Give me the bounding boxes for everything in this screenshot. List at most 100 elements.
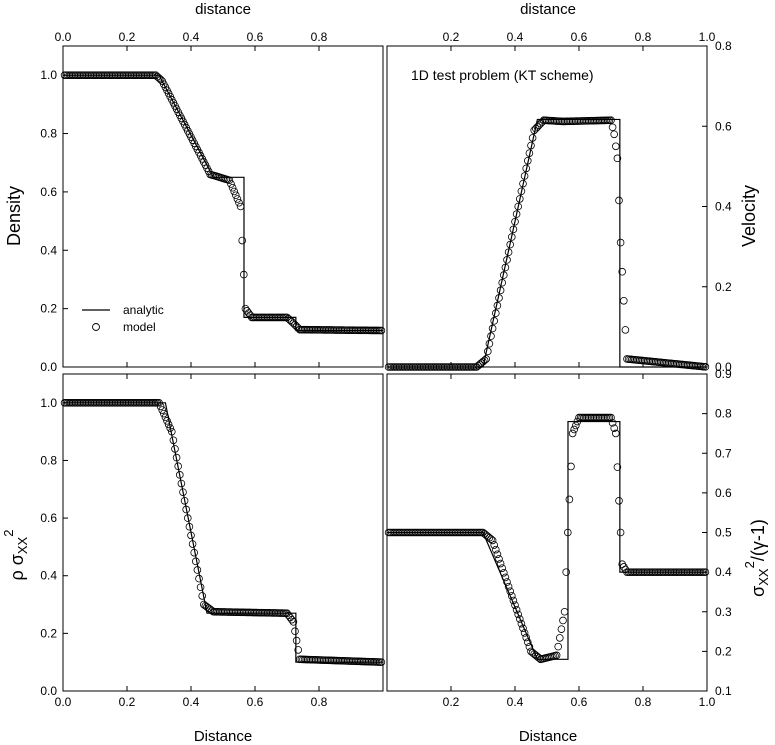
- model-point: [560, 607, 569, 616]
- top-right-panel-frame: [386, 45, 708, 368]
- legend-label-model: model: [123, 320, 156, 334]
- analytic-line: [387, 118, 707, 368]
- model-point: [701, 363, 710, 371]
- model-point: [198, 592, 207, 600]
- y-tick-label: 1.0: [40, 68, 57, 82]
- model-point: [616, 528, 625, 537]
- y-tick-label: 0.2: [40, 626, 57, 640]
- model-point: [568, 429, 577, 438]
- model-point: [514, 202, 522, 211]
- legend-label-analytic: analytic: [123, 303, 164, 317]
- model-point: [163, 417, 171, 425]
- model-point: [161, 413, 170, 422]
- model-point: [172, 453, 181, 462]
- model-point: [608, 123, 617, 132]
- y-tick-label: 0.6: [40, 511, 57, 525]
- model-point: [559, 616, 567, 625]
- y-tick-label: 0.8: [715, 407, 732, 421]
- model-point: [501, 263, 510, 272]
- model-point: [555, 634, 564, 642]
- model-point: [615, 196, 623, 205]
- model-point: [701, 568, 710, 576]
- y-tick-label: 0.8: [715, 39, 732, 53]
- y-tick-label: 0.2: [715, 280, 732, 294]
- model-point: [490, 541, 499, 549]
- y-tick-label: 0.2: [40, 302, 57, 316]
- model-point: [511, 601, 519, 609]
- density-axis-title: Density: [4, 186, 24, 246]
- x-tick-label: 0.0: [55, 30, 72, 44]
- model-point: [506, 587, 515, 596]
- model-point: [519, 179, 527, 188]
- x-tick-label: 0.2: [443, 30, 460, 44]
- model-point: [238, 236, 247, 245]
- x-tick-label: 0.8: [311, 30, 328, 44]
- model-point: [562, 568, 570, 576]
- model-point: [488, 536, 497, 545]
- model-point: [164, 420, 173, 429]
- analytic-line: [63, 74, 383, 332]
- x-tick-label: 0.6: [571, 695, 588, 709]
- y-tick-label: 0.0: [40, 684, 57, 698]
- y-tick-label: 0.4: [715, 565, 732, 579]
- x-tick-label: 0.6: [247, 30, 264, 44]
- model-point: [520, 629, 529, 637]
- model-point: [525, 149, 534, 157]
- x-tick-label: 1.0: [699, 695, 716, 709]
- model-point: [504, 248, 513, 257]
- model-point: [554, 642, 562, 651]
- legend-circle-swatch: [92, 323, 100, 331]
- x-tick-label: 0.6: [247, 695, 264, 709]
- model-point: [487, 535, 495, 543]
- y-tick-label: 0.4: [40, 569, 57, 583]
- x-tick-label: 0.0: [55, 695, 72, 709]
- model-point: [517, 187, 526, 196]
- model-point: [565, 495, 574, 504]
- model-point: [236, 202, 245, 211]
- x-tick-label: 0.4: [507, 695, 524, 709]
- model-point: [618, 267, 626, 276]
- x-tick-label: 0.4: [183, 30, 200, 44]
- model-point: [610, 130, 618, 139]
- model-point: [571, 421, 580, 430]
- bottom-right-x-label: Distance: [519, 728, 577, 745]
- model-point: [188, 540, 197, 548]
- y-tick-label: 0.6: [40, 185, 57, 199]
- model-point: [491, 309, 500, 318]
- model-point: [613, 463, 622, 471]
- x-tick-label: 0.4: [183, 695, 200, 709]
- model-point: [195, 574, 203, 583]
- model-point: [493, 550, 502, 559]
- model-point: [171, 445, 179, 453]
- y-tick-label: 0.4: [715, 200, 732, 214]
- model-point: [289, 618, 298, 626]
- model-point: [522, 164, 530, 173]
- model-point: [563, 528, 572, 537]
- model-point: [196, 583, 205, 592]
- model-point: [179, 488, 187, 496]
- model-point: [523, 638, 532, 646]
- model-point: [611, 142, 620, 151]
- panel-annotation: 1D test problem (KT scheme): [411, 67, 594, 83]
- model-point: [160, 409, 168, 418]
- legend: analytic model: [82, 303, 164, 334]
- model-point: [228, 183, 237, 192]
- model-point: [498, 278, 507, 287]
- model-point: [611, 429, 620, 438]
- model-point: [292, 636, 301, 645]
- x-tick-label: 0.2: [119, 30, 136, 44]
- model-point: [570, 425, 578, 434]
- model-point: [168, 427, 176, 436]
- x-tick-label: 0.6: [571, 30, 588, 44]
- model-point: [503, 578, 511, 586]
- x-tick-label: 0.8: [311, 695, 328, 709]
- model-point: [517, 619, 526, 628]
- model-point: [512, 605, 521, 614]
- model-point: [506, 240, 515, 249]
- y-tick-label: 0.6: [715, 486, 732, 500]
- model-point: [225, 176, 234, 185]
- model-point: [491, 545, 500, 554]
- model-point: [616, 238, 625, 247]
- model-point: [523, 156, 532, 165]
